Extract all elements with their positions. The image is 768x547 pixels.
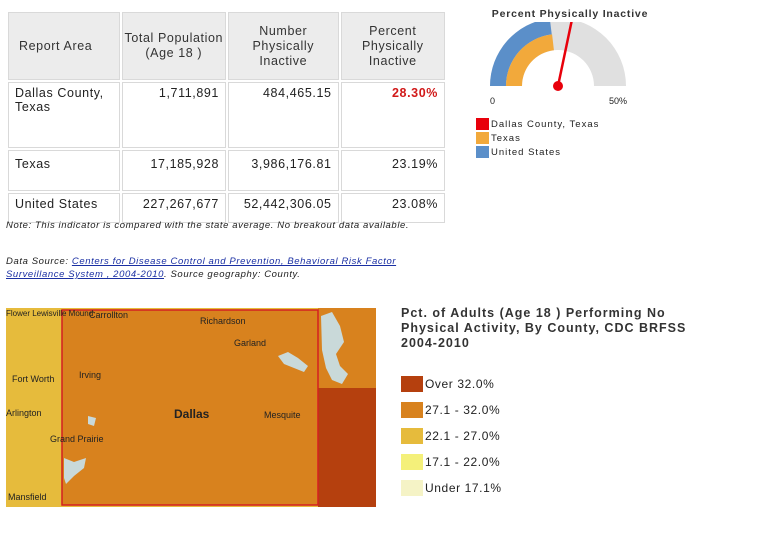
cell-percent: 23.08%	[340, 193, 445, 223]
map-lake-joe-pool	[64, 458, 86, 484]
map-legend: Pct. of Adults (Age 18 ) Performing No P…	[401, 306, 701, 501]
map-legend-item: Under 17.1%	[401, 475, 701, 501]
map-legend-swatch	[401, 376, 423, 392]
gauge-us-arc	[490, 22, 552, 86]
map-legend-swatch	[401, 480, 423, 496]
gauge-needle-hub	[553, 81, 563, 91]
map-legend-swatch	[401, 428, 423, 444]
map-legend-item: 27.1 - 32.0%	[401, 397, 701, 423]
map-legend-swatch	[401, 402, 423, 418]
map-denton-area	[6, 308, 62, 326]
map-dallas-county	[62, 310, 318, 505]
map-legend-label: Over 32.0%	[425, 377, 495, 391]
cell-population: 227,267,677	[121, 193, 226, 223]
col-header-total-population: Total Population (Age 18 )	[121, 12, 226, 80]
gauge-chart: 0 50%	[490, 22, 627, 106]
data-source-suffix: . Source geography: County.	[164, 269, 301, 280]
col-header-number-inactive: Number Physically Inactive	[228, 12, 339, 80]
legend-item-dallas: Dallas County, Texas	[476, 117, 599, 131]
legend-swatch	[476, 132, 489, 144]
gauge-texas-arc	[506, 34, 554, 86]
gauge-dallas-needle	[556, 22, 573, 87]
map-label-mesquite: Mesquite	[264, 410, 301, 420]
map-legend-label: Under 17.1%	[425, 481, 502, 495]
map-label-richardson: Richardson	[200, 316, 246, 326]
map-legend-swatch	[401, 454, 423, 470]
report-table-container: Report Area Total Population (Age 18 ) N…	[6, 10, 447, 225]
table-row: Dallas County, Texas 1,711,891 484,465.1…	[8, 82, 445, 148]
county-map-svg: Flower Lewisville Mound Carrollton Richa…	[6, 308, 376, 507]
map-lake-2	[278, 352, 308, 372]
cell-number: 3,986,176.81	[228, 150, 339, 191]
cell-population: 1,711,891	[121, 82, 226, 148]
gauge-widget: Percent Physically Inactive 0 50%	[470, 8, 670, 158]
map-label-fort-worth: Fort Worth	[12, 374, 54, 384]
map-label-grand-prairie: Grand Prairie	[50, 434, 104, 444]
cell-percent: 28.30%	[340, 82, 445, 148]
indicator-note: Note: This indicator is compared with th…	[6, 220, 410, 231]
cell-percent: 23.19%	[340, 150, 445, 191]
report-table: Report Area Total Population (Age 18 ) N…	[6, 10, 447, 225]
map-kaufman-county	[318, 388, 376, 507]
map-label-dallas: Dallas	[174, 407, 210, 421]
map-legend-label: 17.1 - 22.0%	[425, 455, 501, 469]
col-header-percent-inactive: Percent Physically Inactive	[340, 12, 445, 80]
map-legend-label: 22.1 - 27.0%	[425, 429, 501, 443]
data-source-prefix: Data Source:	[6, 256, 72, 267]
cell-area: United States	[8, 193, 120, 223]
table-row: United States 227,267,677 52,442,306.05 …	[8, 193, 445, 223]
col-header-report-area: Report Area	[8, 12, 120, 80]
cell-population: 17,185,928	[121, 150, 226, 191]
map-label-carrollton: Carrollton	[89, 310, 128, 320]
legend-label: Dallas County, Texas	[491, 118, 600, 130]
gauge-max-label: 50%	[609, 96, 627, 106]
map-legend-label: 27.1 - 32.0%	[425, 403, 501, 417]
cell-area: Texas	[8, 150, 120, 191]
legend-swatch	[476, 146, 489, 158]
map-lake-ray-hubbard	[321, 312, 348, 384]
map-label-arlington: Arlington	[6, 408, 42, 418]
data-source-link[interactable]: Centers for Disease Control and Preventi…	[6, 256, 397, 280]
cell-number: 52,442,306.05	[228, 193, 339, 223]
legend-swatch	[476, 118, 489, 130]
gauge-title: Percent Physically Inactive	[491, 8, 649, 20]
map-legend-item: 22.1 - 27.0%	[401, 423, 701, 449]
map-label-flower-mound: Flower Lewisville Mound	[6, 309, 93, 318]
map-legend-item: Over 32.0%	[401, 371, 701, 397]
table-row: Texas 17,185,928 3,986,176.81 23.19%	[8, 150, 445, 191]
legend-label: United States	[491, 146, 562, 158]
gauge-legend: Dallas County, Texas Texas United States	[476, 117, 599, 159]
cell-area: Dallas County, Texas	[8, 82, 120, 148]
map-label-mansfield: Mansfield	[8, 492, 47, 502]
legend-label: Texas	[491, 132, 521, 144]
legend-item-texas: Texas	[476, 131, 599, 145]
map-lake-small	[88, 416, 96, 426]
map-legend-title: Pct. of Adults (Age 18 ) Performing No P…	[401, 306, 687, 350]
map-dallas-highlight	[61, 309, 319, 506]
county-map[interactable]: Flower Lewisville Mound Carrollton Richa…	[6, 308, 376, 507]
map-label-garland: Garland	[234, 338, 266, 348]
gauge-min-label: 0	[490, 96, 495, 106]
map-label-irving: Irving	[79, 370, 101, 380]
map-legend-item: 17.1 - 22.0%	[401, 449, 701, 475]
cell-number: 484,465.15	[228, 82, 339, 148]
data-source: Data Source: Centers for Disease Control…	[6, 255, 436, 281]
legend-item-us: United States	[476, 145, 599, 159]
